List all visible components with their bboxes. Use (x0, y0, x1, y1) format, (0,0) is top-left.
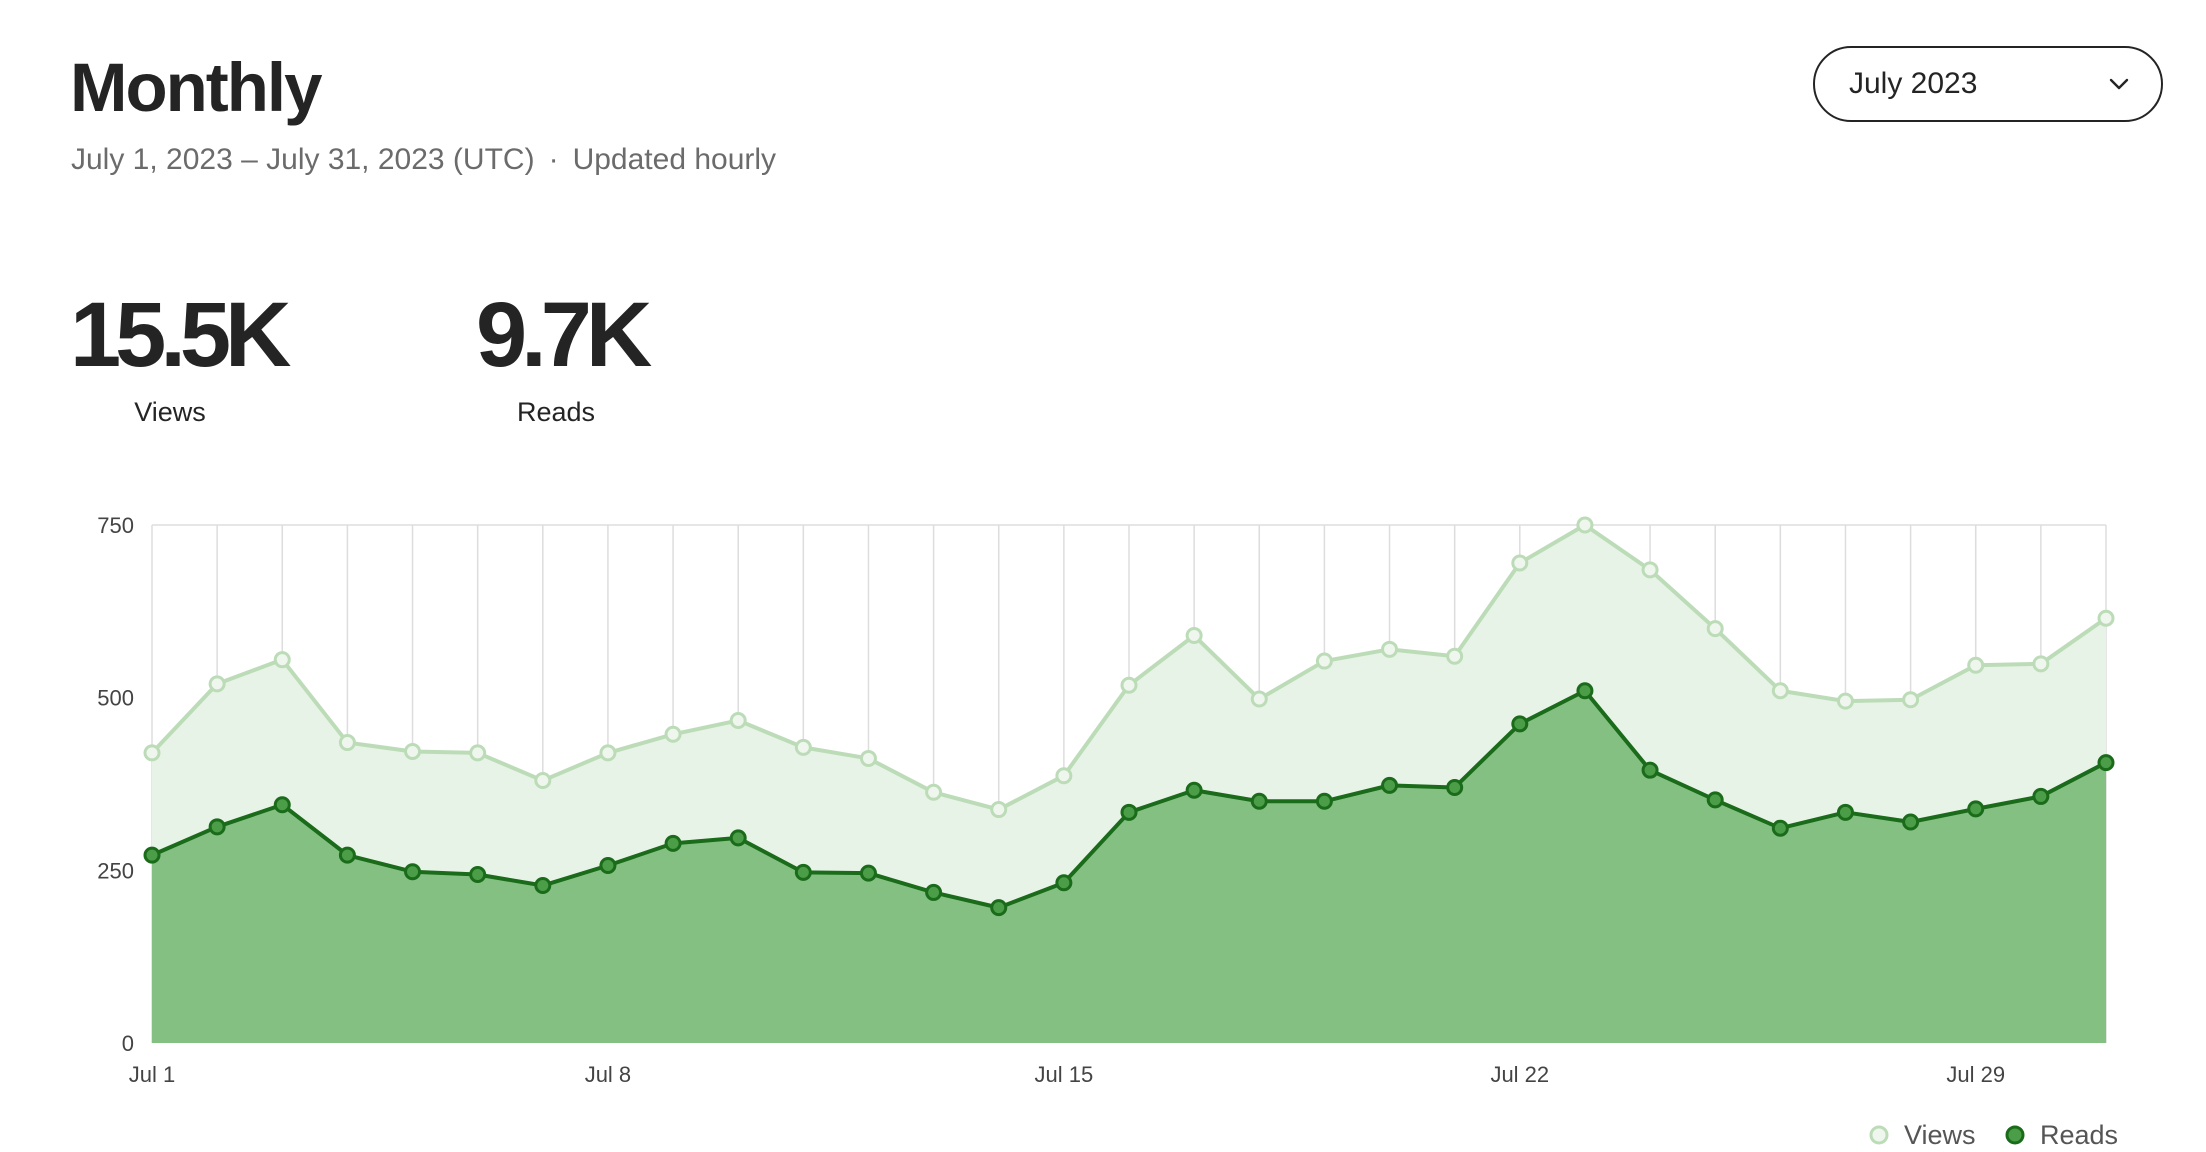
reads-point (1902, 813, 1920, 831)
reads-point (664, 834, 682, 852)
views-point (1250, 690, 1268, 708)
views-point (273, 651, 291, 669)
reads-point (1055, 874, 1073, 892)
views-point (1446, 647, 1464, 665)
views-point (1511, 554, 1529, 572)
month-select[interactable]: July 2023 (1813, 46, 2163, 122)
reads-area (152, 690, 2106, 1043)
views-point (859, 749, 877, 767)
reads-point (208, 818, 226, 836)
views-point (1967, 656, 1985, 674)
views-point (208, 675, 226, 693)
reads-point (143, 846, 161, 864)
chart-markers (143, 516, 2115, 917)
x-tick-label: Jul 29 (1946, 1062, 2005, 1087)
x-tick-label: Jul 1 (129, 1062, 175, 1087)
reads-point (1315, 792, 1333, 810)
reads-point (1771, 819, 1789, 837)
views-point (599, 744, 617, 762)
chart-legend: Views Reads (1869, 1120, 2118, 1150)
reads-point (1576, 682, 1594, 700)
views-point (729, 711, 747, 729)
reads-point (794, 863, 812, 881)
legend-views-marker (1869, 1125, 1889, 1145)
views-point (338, 734, 356, 752)
reads-point (1706, 791, 1724, 809)
reads-point (729, 829, 747, 847)
reads-point (404, 863, 422, 881)
x-axis: Jul 1 Jul 8 Jul 15 Jul 22 Jul 29 (129, 1062, 2005, 1087)
views-point (1771, 682, 1789, 700)
reads-point (1381, 776, 1399, 794)
legend-reads-marker (2005, 1125, 2025, 1145)
views-point (1576, 516, 1594, 534)
reads-point (1641, 761, 1659, 779)
views-caption: Views (134, 397, 206, 427)
reads-stat: 9.7K Reads (476, 280, 652, 430)
y-tick-label: 250 (97, 858, 134, 883)
views-point (1120, 676, 1138, 694)
reads-point (1185, 781, 1203, 799)
views-point (2032, 655, 2050, 673)
date-range: July 1, 2023 – July 31, 2023 (UTC) (71, 143, 535, 176)
views-point (1641, 561, 1659, 579)
legend-reads-label: Reads (2040, 1120, 2118, 1150)
reads-point (1446, 778, 1464, 796)
reads-point (2032, 787, 2050, 805)
reads-point (1511, 715, 1529, 733)
x-tick-label: Jul 15 (1035, 1062, 1094, 1087)
views-point (1185, 627, 1203, 645)
reads-point (469, 865, 487, 883)
y-tick-label: 750 (97, 513, 134, 538)
month-select-value: July 2023 (1849, 67, 1978, 100)
separator-dot: · (548, 143, 559, 176)
reads-point (599, 856, 617, 874)
x-tick-label: Jul 22 (1490, 1062, 1549, 1087)
views-point (1902, 691, 1920, 709)
views-total: 15.5K (70, 284, 292, 386)
x-tick-label: Jul 8 (585, 1062, 631, 1087)
reads-point (1120, 803, 1138, 821)
views-point (2097, 609, 2115, 627)
views-point (794, 738, 812, 756)
y-tick-label: 500 (97, 686, 134, 711)
y-tick-label: 0 (122, 1031, 134, 1056)
reads-point (2097, 754, 2115, 772)
reads-point (534, 877, 552, 895)
y-axis: 0 250 500 750 (97, 513, 134, 1056)
reads-point (859, 864, 877, 882)
reads-point (1836, 803, 1854, 821)
views-point (990, 801, 1008, 819)
views-point (1381, 640, 1399, 658)
chevron-down-icon (2107, 72, 2131, 96)
reads-point (1967, 800, 1985, 818)
update-note: Updated hourly (572, 143, 777, 176)
reads-point (925, 883, 943, 901)
views-point (1706, 620, 1724, 638)
reads-point (1250, 792, 1268, 810)
page-title: Monthly (70, 49, 322, 126)
views-point (469, 744, 487, 762)
reads-point (273, 796, 291, 814)
views-point (664, 725, 682, 743)
views-point (143, 744, 161, 762)
chart-areas (152, 525, 2106, 1043)
date-range-subtitle: July 1, 2023 – July 31, 2023 (UTC) · Updat… (71, 140, 776, 180)
views-stat: 15.5K Views (70, 280, 292, 430)
views-point (404, 743, 422, 761)
views-point (1315, 652, 1333, 670)
reads-caption: Reads (516, 397, 596, 427)
reads-point (338, 846, 356, 864)
views-point (1836, 692, 1854, 710)
views-point (1055, 767, 1073, 785)
views-point (534, 772, 552, 790)
reads-total: 9.7K (476, 284, 652, 386)
legend-views-label: Views (1904, 1120, 1976, 1150)
views-point (925, 783, 943, 801)
reads-point (990, 899, 1008, 917)
